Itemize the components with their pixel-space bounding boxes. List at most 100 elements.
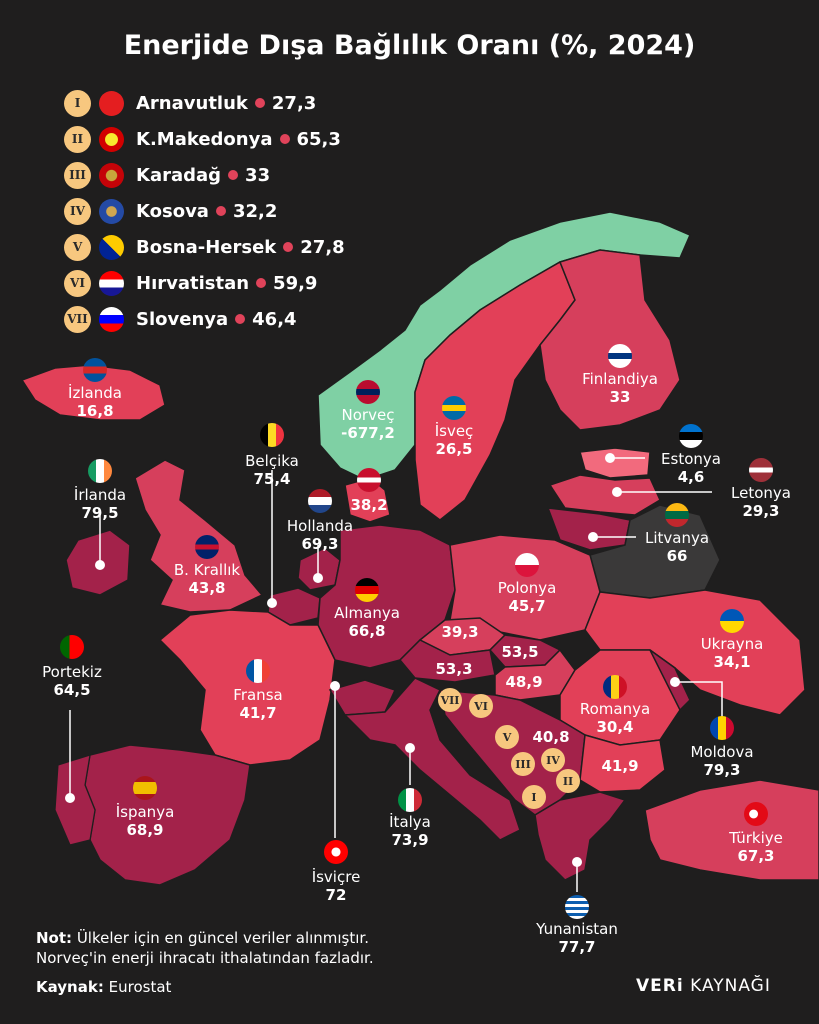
bullet-dot xyxy=(256,278,267,288)
region-estonia xyxy=(579,447,651,479)
label-netherlands: Hollanda 69,3 xyxy=(287,517,353,553)
country-value: 29,3 xyxy=(742,502,780,520)
map-title: Enerjide Dışa Bağlılık Oranı (%, 2024) xyxy=(123,30,696,61)
region-finland xyxy=(539,249,681,431)
leader-dots xyxy=(65,453,680,867)
denmark-flag-icon xyxy=(357,468,381,492)
label-turkey: Türkiye 67,3 xyxy=(729,829,783,865)
bosnia-flag-icon xyxy=(99,234,124,260)
country-value: 79,3 xyxy=(703,761,741,779)
map-badge-north-macedonia: II xyxy=(556,769,580,793)
switzerland-flag-icon xyxy=(324,840,348,864)
label-norway: Norveç -677,2 xyxy=(341,406,395,442)
country-name: İzlanda xyxy=(68,384,122,402)
note-label: Not: xyxy=(36,929,73,947)
spain-flag-icon xyxy=(133,776,157,800)
legend-value: 46,4 xyxy=(252,308,297,330)
country-value: 30,4 xyxy=(596,718,634,736)
label-italy: İtalya 73,9 xyxy=(389,813,431,849)
country-value: 73,9 xyxy=(391,831,429,849)
region-latvia xyxy=(548,474,661,516)
region-turkey xyxy=(644,779,819,881)
country-name: Belçika xyxy=(245,452,299,470)
norway-flag-icon xyxy=(356,380,380,404)
kosovo-flag-icon xyxy=(99,198,124,224)
label-moldova: Moldova 79,3 xyxy=(690,743,753,779)
region-portugal xyxy=(54,754,96,846)
country-name: İsveç xyxy=(434,422,474,440)
moldova-flag-icon xyxy=(710,716,734,740)
legend-name: Arnavutluk xyxy=(136,92,248,114)
label-latvia: Letonya 29,3 xyxy=(731,484,791,520)
brand-light: KAYNAĞI xyxy=(690,976,771,996)
slovenia-flag-icon xyxy=(99,306,124,332)
finland-flag-icon xyxy=(608,344,632,368)
country-name: B. Krallık xyxy=(173,561,241,579)
note-line-2: Norveç'in enerji ihracatı ithalatından f… xyxy=(36,949,374,967)
country-value: 16,8 xyxy=(76,402,114,420)
country-name: Litvanya xyxy=(644,529,710,547)
country-name: Polonya xyxy=(497,579,557,597)
country-value: 38,2 xyxy=(350,496,388,514)
country-value: 79,5 xyxy=(81,504,119,522)
legend-row-bosnia: V Bosna-Hersek 27,8 xyxy=(64,232,345,262)
value-austria: 53,3 xyxy=(435,660,473,678)
iceland-flag-icon xyxy=(83,358,107,382)
country-name: İrlanda xyxy=(73,486,127,504)
country-value: 67,3 xyxy=(737,847,775,865)
label-spain: İspanya 68,9 xyxy=(116,803,175,839)
legend-name: K.Makedonya xyxy=(136,128,273,150)
poland-flag-icon xyxy=(515,553,539,577)
croatia-flag-icon xyxy=(99,270,124,296)
region-uk xyxy=(134,459,264,613)
label-ireland: İrlanda 79,5 xyxy=(74,486,126,522)
ukraine-flag-icon xyxy=(720,609,744,633)
country-value: 43,8 xyxy=(188,579,226,597)
legend-name: Slovenya xyxy=(136,308,229,330)
country-name: Estonya xyxy=(661,450,721,468)
map-badge-croatia: VI xyxy=(469,694,493,718)
region-netherlands xyxy=(297,547,341,591)
portugal-flag-icon xyxy=(60,635,84,659)
label-romania: Romanya 30,4 xyxy=(580,700,650,736)
label-estonia: Estonya 4,6 xyxy=(661,450,721,486)
country-value: 75,4 xyxy=(253,470,291,488)
region-bulgaria xyxy=(579,734,666,793)
country-name: Romanya xyxy=(579,700,651,718)
bullet-dot xyxy=(254,98,265,108)
country-value: 68,9 xyxy=(126,821,164,839)
country-name: Yunanistan xyxy=(536,920,618,938)
lithuania-flag-icon xyxy=(665,503,689,527)
source-label: Kaynak: xyxy=(36,978,104,996)
latvia-flag-icon xyxy=(749,458,773,482)
netherlands-flag-icon xyxy=(308,489,332,513)
roman-numeral-badge: VII xyxy=(64,305,91,333)
country-value: 66 xyxy=(666,547,688,565)
bullet-dot xyxy=(279,134,290,144)
label-lithuania: Litvanya 66 xyxy=(645,529,709,565)
legend-row-montenegro: III Karadağ 33 xyxy=(64,160,270,190)
label-germany: Almanya 66,8 xyxy=(334,604,400,640)
legend-value: 65,3 xyxy=(296,128,341,150)
romania-flag-icon xyxy=(603,675,627,699)
label-belgium: Belçika 75,4 xyxy=(245,452,299,488)
roman-numeral-badge: I xyxy=(64,89,91,117)
germany-flag-icon xyxy=(355,578,379,602)
label-ukraine: Ukrayna 34,1 xyxy=(701,635,764,671)
greece-flag-icon xyxy=(565,895,589,919)
label-portugal: Portekiz 64,5 xyxy=(42,663,102,699)
label-sweden: İsveç 26,5 xyxy=(435,422,474,458)
country-name: İspanya xyxy=(115,803,175,821)
legend-value: 59,9 xyxy=(273,272,318,294)
region-greece xyxy=(534,791,627,881)
value-hungary: 48,9 xyxy=(505,673,543,691)
country-name: Almanya xyxy=(334,604,400,622)
turkey-flag-icon xyxy=(744,802,768,826)
source-line: Kaynak: Eurostat xyxy=(36,978,171,996)
bullet-dot xyxy=(228,170,239,180)
country-value: 45,7 xyxy=(508,597,546,615)
legend-value: 32,2 xyxy=(232,200,278,222)
ireland-flag-icon xyxy=(88,459,112,483)
value-bulgaria: 41,9 xyxy=(601,757,639,775)
region-switzerland xyxy=(328,679,397,716)
